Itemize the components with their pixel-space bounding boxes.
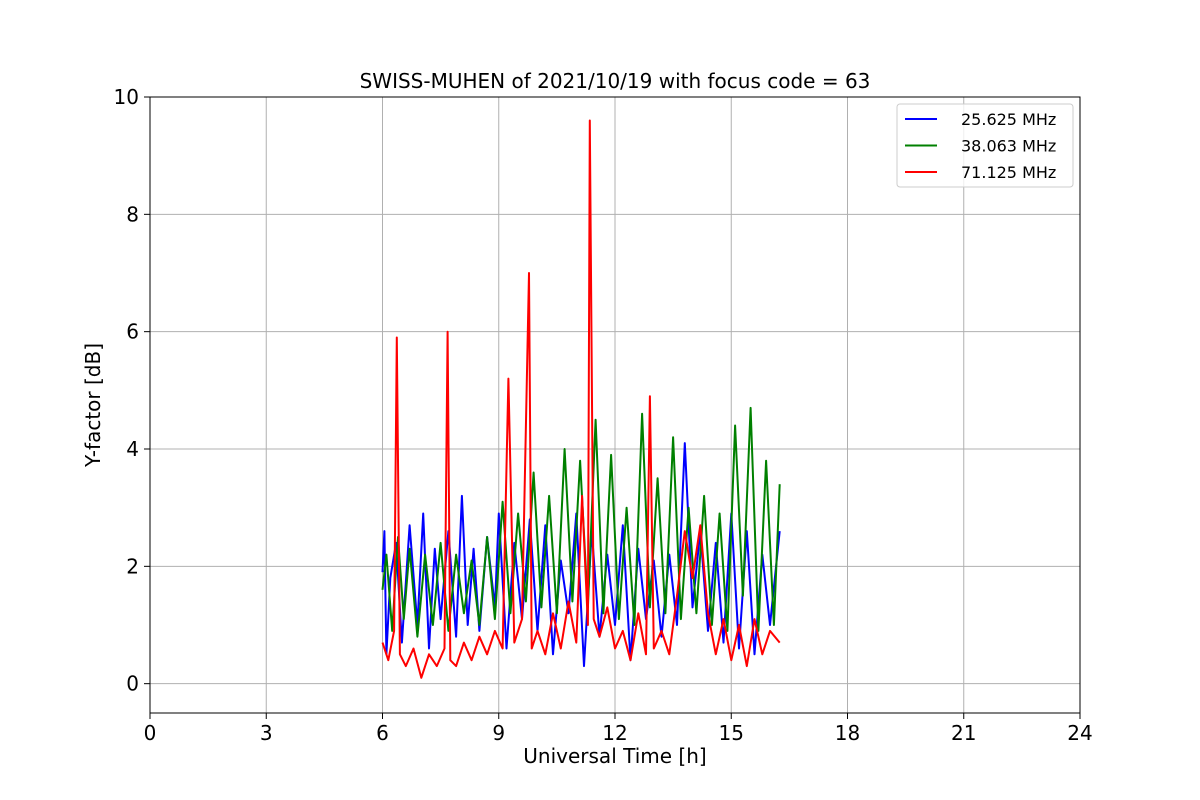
legend-label: 71.125 MHz (961, 163, 1056, 182)
y-tick-label: 6 (126, 320, 139, 344)
y-tick-label: 0 (126, 672, 139, 696)
y-axis-label: Y-factor [dB] (81, 343, 105, 468)
series-layer (381, 119, 781, 679)
x-tick-label: 18 (835, 721, 860, 745)
y-tick-label: 2 (126, 554, 139, 578)
x-tick-label: 12 (602, 721, 627, 745)
legend-box (896, 103, 1074, 188)
x-tick-label: 3 (260, 721, 273, 745)
y-tick-label: 10 (114, 85, 139, 109)
x-tick-label: 6 (376, 721, 389, 745)
y-tick-label: 8 (126, 202, 139, 226)
x-tick-label: 24 (1067, 721, 1092, 745)
chart-title: SWISS-MUHEN of 2021/10/19 with focus cod… (360, 69, 871, 93)
y-tick-label: 4 (126, 437, 139, 461)
x-tick-label: 15 (719, 721, 744, 745)
x-tick-label: 9 (492, 721, 505, 745)
x-tick-label: 21 (951, 721, 976, 745)
x-axis-label: Universal Time [h] (523, 744, 706, 768)
legend: 25.625 MHz 38.063 MHz 71.125 MHz (896, 103, 1074, 188)
legend-label: 38.063 MHz (961, 137, 1056, 156)
series-line-2 (381, 406, 781, 638)
legend-label: 25.625 MHz (961, 110, 1056, 129)
x-tick-label: 0 (144, 721, 157, 745)
series-line-3 (381, 119, 781, 679)
